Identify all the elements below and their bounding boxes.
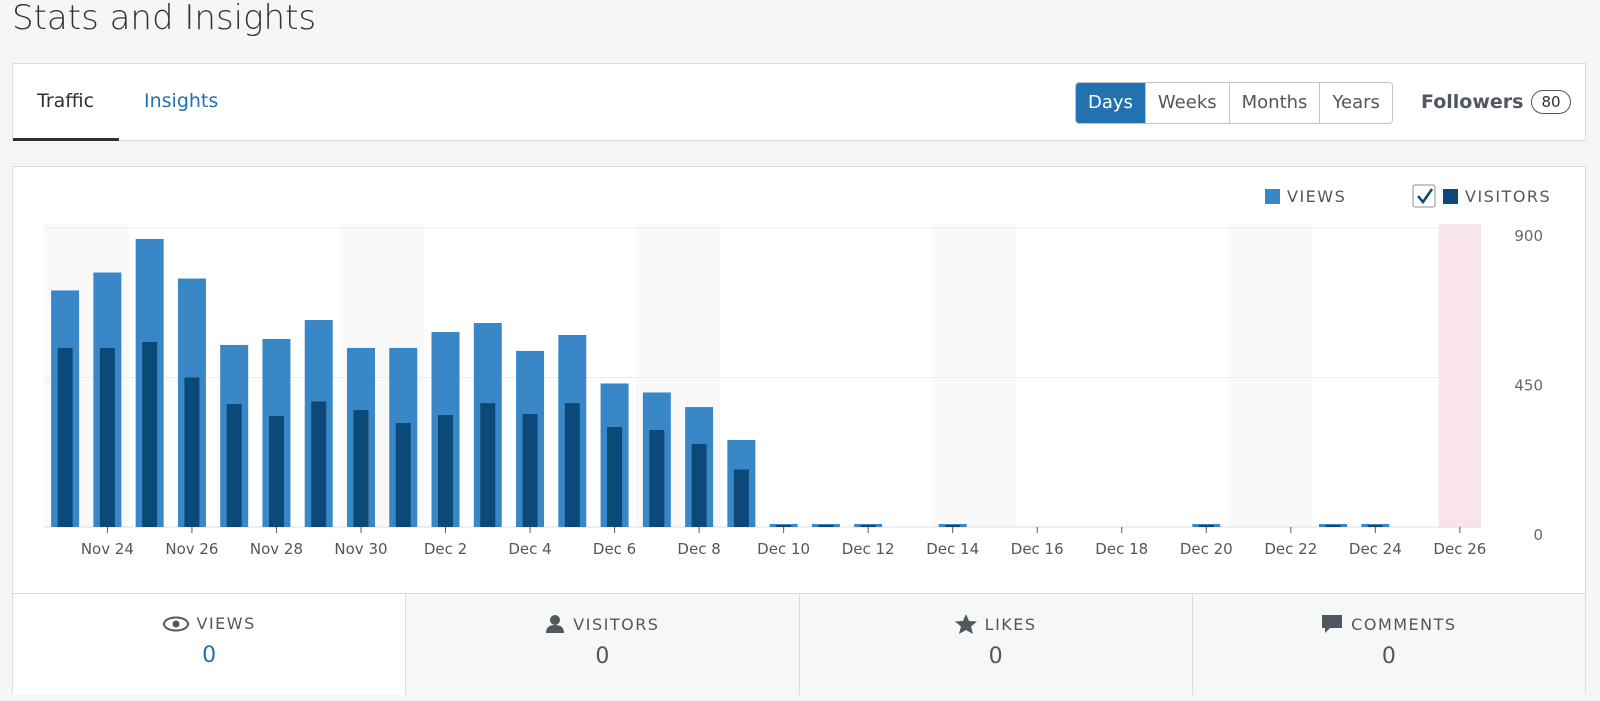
chart: 0 450 900 VIEWS VISITORS Nov 24 Nov 26 Nov 28 No… xyxy=(44,184,1551,558)
tab[interactable]: Traffic xyxy=(37,90,95,112)
star-icon xyxy=(954,614,977,634)
bar xyxy=(733,469,749,527)
bar xyxy=(395,423,411,527)
legend-checkbox xyxy=(1412,184,1436,208)
bar xyxy=(691,443,707,527)
bar xyxy=(649,429,665,527)
x-tick-label: Dec 12 xyxy=(842,540,895,558)
x-tick-label: Dec 18 xyxy=(1095,540,1148,558)
x-tick-label: Nov 28 xyxy=(250,540,303,558)
weekend-band xyxy=(973,224,1017,527)
x-tick-label: Dec 4 xyxy=(508,540,551,558)
period-selector: Days Weeks Months Years xyxy=(1075,82,1393,124)
bar xyxy=(1198,525,1214,527)
summary-cell[interactable]: COMMENTS 0 xyxy=(1191,594,1585,695)
summary-value: 0 xyxy=(202,643,217,668)
weekend-band xyxy=(1227,224,1270,527)
bar xyxy=(353,410,369,527)
bar xyxy=(1325,525,1341,527)
bar xyxy=(776,525,792,527)
summary-cell[interactable]: VISITORS 0 xyxy=(405,594,799,695)
bar xyxy=(311,401,327,527)
bar xyxy=(438,415,454,527)
y-tick-label: 900 xyxy=(1514,227,1543,245)
legend-swatch xyxy=(1265,189,1280,204)
bar xyxy=(1367,525,1383,527)
summary-label: COMMENTS xyxy=(1351,614,1457,634)
x-tick-label: Nov 24 xyxy=(81,540,134,558)
period-button[interactable]: Days xyxy=(1076,83,1145,123)
followers-count: 80 xyxy=(1531,90,1571,114)
x-tick-label: Dec 6 xyxy=(593,540,636,558)
comment-icon xyxy=(1322,615,1343,633)
bar xyxy=(184,377,200,527)
x-tick-label: Dec 10 xyxy=(757,540,810,558)
bar xyxy=(564,403,580,527)
bar xyxy=(818,525,834,527)
summary-label: VISITORS xyxy=(573,614,660,634)
tab-underline xyxy=(13,138,119,141)
summary-label: VIEWS xyxy=(196,614,256,633)
person-icon xyxy=(546,615,565,633)
nav-bar: Traffic Insights Days Weeks Months Years… xyxy=(12,63,1586,141)
x-tick-label: Dec 24 xyxy=(1349,540,1402,558)
page-title: Stats and Insights xyxy=(12,0,317,38)
summary-value: 0 xyxy=(595,644,610,669)
x-tick-label: Dec 8 xyxy=(677,540,720,558)
summary-label: LIKES xyxy=(984,614,1037,634)
weekend-band xyxy=(931,224,974,527)
eye-icon xyxy=(162,616,189,631)
bar xyxy=(99,347,115,527)
summary-cell[interactable]: VIEWS 0 xyxy=(13,594,406,695)
bar xyxy=(57,347,73,527)
followers-label: Followers xyxy=(1421,91,1524,113)
bar xyxy=(226,404,242,527)
bar xyxy=(480,403,496,527)
period-button[interactable]: Months xyxy=(1228,83,1320,123)
bar xyxy=(860,525,876,527)
summary-cell[interactable]: LIKES 0 xyxy=(798,594,1192,695)
summary-value: 0 xyxy=(988,644,1003,669)
x-tick-label: Dec 16 xyxy=(1011,540,1064,558)
weekend-band xyxy=(1269,224,1312,527)
followers[interactable]: Followers 80 xyxy=(1421,90,1571,114)
x-tick-label: Dec 20 xyxy=(1180,540,1233,558)
legend-label: VIEWS xyxy=(1287,187,1346,206)
x-tick-label: Nov 26 xyxy=(165,540,218,558)
x-tick-label: Dec 26 xyxy=(1433,540,1486,558)
bar xyxy=(268,416,284,527)
legend-swatch xyxy=(1443,189,1458,204)
checkmark xyxy=(1417,188,1434,205)
x-tick-label: Dec 22 xyxy=(1264,540,1317,558)
y-tick-label: 0 xyxy=(1533,526,1543,544)
chart-panel: 0 450 900 VIEWS VISITORS Nov 24 Nov 26 Nov 28 No… xyxy=(12,166,1586,695)
tab[interactable]: Insights xyxy=(144,90,219,112)
y-tick-label: 450 xyxy=(1514,377,1543,395)
bar xyxy=(522,414,538,527)
summary-value: 0 xyxy=(1381,644,1396,669)
today-band xyxy=(1438,224,1481,527)
period-button[interactable]: Weeks xyxy=(1144,83,1229,123)
period-button[interactable]: Years xyxy=(1319,83,1392,123)
bar xyxy=(945,525,961,527)
x-tick-label: Dec 2 xyxy=(424,540,467,558)
x-tick-label: Dec 14 xyxy=(926,540,979,558)
summary-row: VIEWS 0 VISITORS 0 LIKES 0 COMMENTS 0 xyxy=(13,593,1585,695)
bar xyxy=(142,341,158,527)
bar xyxy=(607,427,623,527)
legend-label: VISITORS xyxy=(1465,187,1551,206)
x-tick-label: Nov 30 xyxy=(334,540,387,558)
